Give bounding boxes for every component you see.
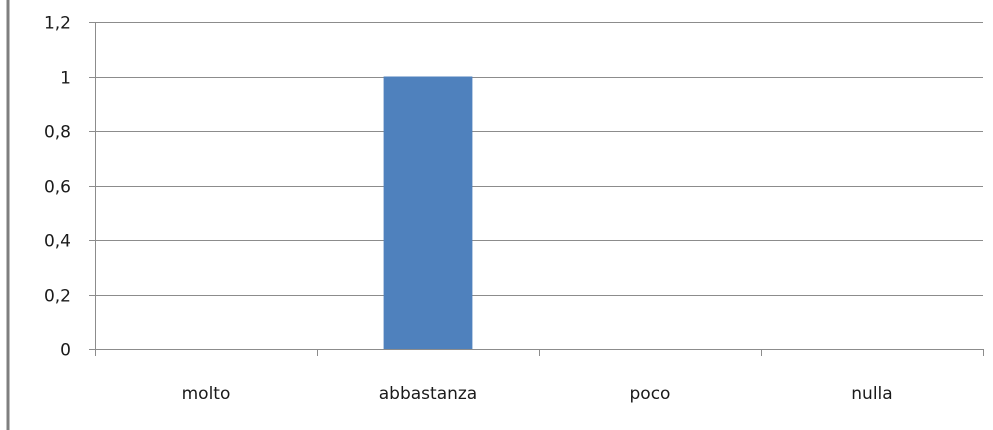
y-tick-label: 0,8	[44, 123, 71, 143]
axes	[89, 22, 984, 356]
bar-abbastanza	[383, 76, 473, 349]
gridlines	[95, 22, 983, 296]
y-tick-label: 0	[60, 341, 71, 361]
x-tick-label: poco	[630, 384, 671, 404]
y-tick-label: 1,2	[44, 14, 71, 34]
bars	[383, 76, 473, 349]
x-tick-labels: molto abbastanza poco nulla	[182, 384, 893, 404]
x-tick-label: abbastanza	[379, 384, 477, 404]
y-tick-label: 0,2	[44, 287, 71, 307]
y-tick-labels: 0 0,2 0,4 0,6 0,8 1 1,2	[44, 14, 71, 361]
y-tick-label: 1	[60, 69, 71, 89]
y-tick-label: 0,6	[44, 178, 71, 198]
x-tick-label: nulla	[851, 384, 892, 404]
x-tick-label: molto	[182, 384, 231, 404]
y-tick-label: 0,4	[44, 232, 71, 252]
